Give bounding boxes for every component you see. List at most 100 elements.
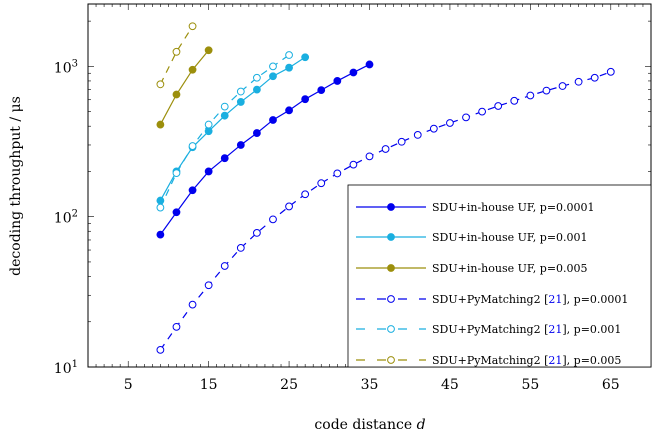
data-point: [188, 22, 197, 31]
data-point: [220, 154, 229, 163]
x-tick-labels: 5 15 25 35 45 55 65: [124, 377, 620, 393]
data-point: [285, 106, 293, 115]
data-point: [156, 203, 165, 212]
data-point: [236, 98, 245, 106]
x-axis-label-text: code distance: [314, 417, 412, 433]
data-point: [349, 68, 358, 77]
data-point: [301, 190, 310, 199]
data-point: [606, 67, 615, 76]
data-point: [558, 82, 567, 90]
y-axis-label: decoding throughput / μs: [8, 96, 24, 276]
data-point: [204, 46, 213, 55]
data-point: [172, 90, 181, 99]
y-tick-label: 102: [54, 209, 78, 227]
data-point: [285, 63, 293, 72]
x-tick-label: 5: [124, 377, 133, 393]
data-point: [204, 281, 213, 290]
data-point: [526, 91, 535, 100]
data-point: [349, 160, 358, 169]
data-point: [253, 85, 261, 94]
data-point: [236, 87, 245, 96]
series-layer: [156, 22, 615, 354]
data-point: [204, 120, 213, 129]
data-point: [478, 107, 487, 116]
legend: SDU+in-house UF, p=0.0001 SDU+in-house UF…: [347, 184, 652, 368]
data-point: [204, 167, 213, 176]
data-point: [156, 120, 165, 129]
data-point: [494, 102, 503, 110]
data-point: [317, 179, 326, 188]
x-tick-label: 25: [280, 377, 298, 393]
data-point: [285, 202, 293, 211]
series-3: [156, 46, 213, 129]
data-point: [317, 86, 326, 95]
data-point: [510, 96, 519, 105]
data-point: [574, 77, 583, 86]
data-point: [220, 111, 229, 120]
x-axis-label: code distance d: [314, 417, 425, 433]
x-tick-label: 65: [602, 377, 620, 393]
data-point: [446, 119, 454, 127]
legend-marker: [387, 295, 395, 303]
data-point: [172, 47, 181, 56]
data-point: [236, 141, 245, 149]
legend-marker: [387, 203, 395, 211]
x-tick-label: 15: [200, 377, 218, 393]
x-tick-label: 35: [361, 377, 379, 393]
data-point: [269, 116, 277, 124]
x-axis-label-var: d: [417, 417, 426, 433]
series-line: [159, 56, 306, 201]
data-point: [220, 102, 229, 111]
data-point: [220, 262, 229, 270]
x-tick-label: 45: [441, 377, 459, 393]
data-point: [397, 137, 406, 146]
series-2: [156, 53, 310, 205]
data-point: [156, 230, 165, 239]
y-tick-label: 101: [54, 359, 78, 377]
series-line: [159, 25, 194, 85]
data-point: [269, 215, 277, 224]
data-point: [188, 142, 197, 150]
legend-label: SDU+in-house UF, p=0.005: [432, 262, 588, 275]
series-line: [159, 49, 210, 125]
data-point: [172, 322, 181, 331]
series-6: [156, 22, 197, 89]
y-tick-label: 103: [54, 58, 78, 76]
x-tick-label: 55: [521, 377, 539, 393]
data-point: [236, 243, 245, 252]
legend-marker: [387, 356, 395, 364]
data-point: [188, 300, 197, 309]
series-1: [156, 60, 374, 239]
data-point: [542, 86, 551, 95]
legend-label: SDU+in-house UF, p=0.001: [432, 231, 588, 244]
data-point: [172, 169, 181, 177]
data-point: [253, 129, 261, 137]
data-point: [188, 65, 197, 74]
legend-label: SDU+PyMatching2 [21], p=0.0001: [432, 293, 628, 306]
data-point: [429, 124, 438, 133]
data-point: [269, 72, 277, 81]
data-point: [253, 73, 261, 82]
data-point: [590, 73, 599, 82]
legend-label: SDU+PyMatching2 [21], p=0.001: [432, 323, 621, 336]
series-4: [156, 67, 615, 354]
data-point: [156, 345, 165, 354]
data-point: [365, 152, 374, 161]
data-point: [172, 208, 181, 217]
y-tick-labels: 101 102 103: [54, 58, 78, 377]
data-point: [204, 127, 213, 136]
data-point: [156, 80, 165, 89]
legend-label: SDU+PyMatching2 [21], p=0.005: [432, 354, 621, 367]
legend-marker: [387, 264, 395, 272]
data-point: [188, 186, 197, 195]
data-point: [333, 169, 342, 178]
data-point: [301, 95, 310, 104]
legend-marker: [387, 325, 395, 333]
legend-marker: [387, 233, 395, 241]
series-line: [159, 71, 611, 351]
data-point: [381, 145, 390, 153]
data-point: [285, 51, 293, 59]
legend-box: [347, 184, 652, 368]
data-point: [301, 53, 310, 62]
data-point: [365, 60, 374, 69]
